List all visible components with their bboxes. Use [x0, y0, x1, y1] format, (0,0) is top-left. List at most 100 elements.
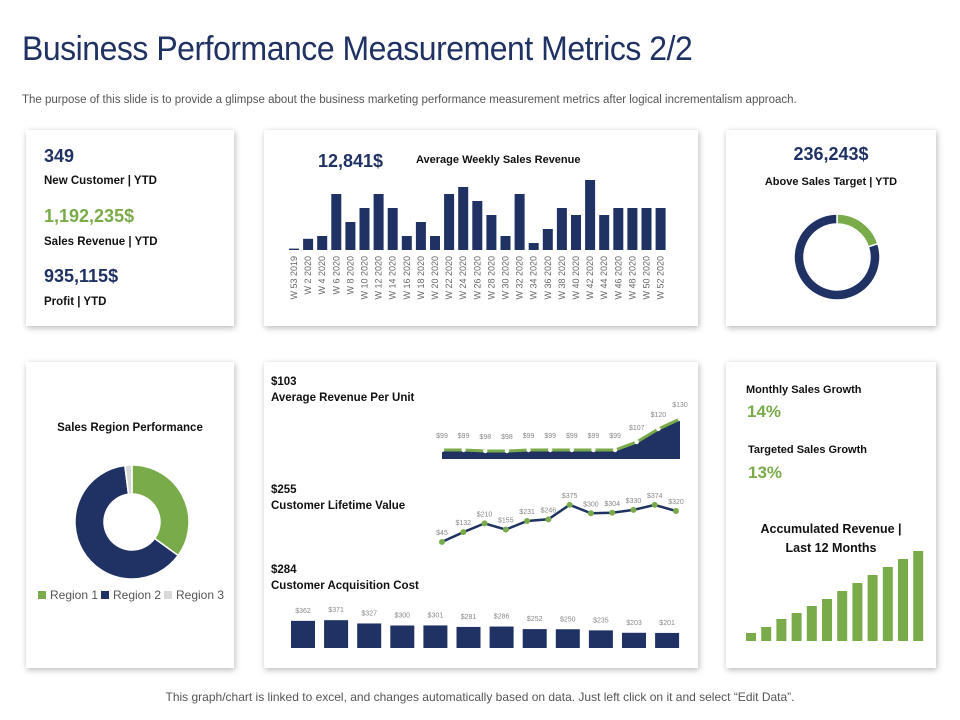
weekly-tick-label: W 26 2020: [472, 256, 482, 300]
cac-data-label: $362: [295, 608, 311, 615]
weekly-sales-chart: W 53 2019 W 2 2020 W 4 2020 W 6 2020 W 8 202…: [289, 180, 666, 300]
weekly-bar: [430, 236, 440, 250]
weekly-bar: [599, 215, 610, 250]
cac-bar: [622, 632, 646, 648]
weekly-tick-label: W 22 2020: [444, 256, 454, 300]
clv-data-label: $375: [562, 493, 578, 500]
arpu-data-label: $99: [609, 433, 621, 440]
arpu-data-label: $99: [566, 433, 578, 440]
weekly-bar: [289, 248, 299, 250]
clv-point: [587, 510, 594, 517]
target-slice-remaining: [793, 213, 881, 301]
unit-metrics-card: $103 Average Revenue Per Unit $255 Custo…: [264, 362, 698, 668]
weekly-tick-label: W 14 2020: [388, 256, 398, 300]
accum-bar: [791, 613, 802, 641]
weekly-bar: [528, 243, 539, 250]
arpu-data-label: $98: [479, 434, 491, 441]
clv-point: [502, 526, 509, 533]
cac-bar: [423, 625, 448, 648]
weekly-tick-label: W 53 2019: [289, 256, 299, 300]
weekly-tick-label: W 44 2020: [599, 256, 609, 300]
cac-bar: [291, 620, 315, 648]
weekly-tick-label: W 4 2020: [317, 256, 327, 295]
weekly-bar: [641, 208, 652, 250]
accum-bar: [882, 567, 893, 641]
weekly-sales-card: 12,841$ Average Weekly Sales Revenue W 5…: [264, 130, 698, 326]
cac-bar: [655, 632, 680, 648]
arpu-data-label: $107: [629, 425, 645, 432]
arpu-data-label: $99: [436, 433, 448, 440]
clv-data-label: $210: [477, 511, 493, 518]
region-slice-region-3: [124, 464, 133, 496]
region-slice-region-2: [74, 464, 180, 580]
region-legend-label: Region 1: [50, 588, 98, 602]
weekly-tick-label: W 24 2020: [458, 256, 468, 300]
weekly-bar: [472, 201, 483, 250]
weekly-sales-label: Average Weekly Sales Revenue: [416, 154, 581, 166]
accum-bar: [837, 591, 848, 641]
weekly-bar: [415, 222, 426, 250]
accum-bar: [898, 559, 908, 641]
new-customer-label: New Customer | YTD: [44, 175, 157, 187]
weekly-bar: [486, 215, 497, 250]
weekly-bar: [571, 215, 581, 250]
clv-label: Customer Lifetime Value: [271, 500, 406, 512]
cac-data-label: $235: [593, 617, 609, 624]
weekly-bar: [613, 208, 624, 250]
region-legend-label: Region 3: [176, 588, 224, 602]
weekly-bar: [444, 194, 455, 250]
weekly-bar: [627, 208, 638, 250]
arpu-point: [504, 448, 510, 454]
clv-data-label: $45: [436, 530, 448, 537]
sales-revenue-value: 1,192,235$: [44, 206, 135, 226]
clv-data-label: $155: [498, 518, 514, 525]
clv-data-label: $246: [541, 507, 557, 514]
arpu-data-label: $98: [501, 434, 513, 441]
accumulated-revenue-chart: [746, 551, 924, 641]
accum-bar: [822, 599, 832, 641]
clv-data-label: $330: [626, 498, 642, 505]
arpu-value: $103: [271, 376, 297, 388]
new-customer-value: 349: [44, 146, 75, 166]
weekly-bar: [514, 194, 525, 250]
weekly-tick-label: W 12 2020: [374, 256, 384, 300]
clv-data-label: $231: [519, 509, 535, 516]
weekly-tick-label: W 52 2020: [656, 256, 666, 300]
arpu-data-label: $120: [651, 412, 667, 419]
weekly-bar: [331, 194, 342, 250]
cac-bar: [555, 629, 580, 648]
arpu-point: [612, 447, 618, 453]
region-legend-swatch: [38, 591, 46, 599]
weekly-bar: [303, 238, 314, 250]
arpu-label: Average Revenue Per Unit: [271, 392, 415, 404]
cac-data-label: $203: [626, 620, 642, 627]
weekly-bar: [401, 236, 412, 250]
clv-data-label: $374: [647, 493, 663, 500]
cac-data-label: $201: [659, 620, 675, 627]
accum-bar: [913, 551, 924, 641]
weekly-bar: [585, 180, 596, 250]
weekly-tick-label: W 28 2020: [486, 256, 496, 300]
cac-bar: [324, 620, 349, 648]
cac-value: $284: [271, 564, 297, 576]
weekly-tick-label: W 10 2020: [360, 256, 370, 300]
sales-target-donut: [793, 213, 881, 301]
cac-data-label: $250: [560, 616, 576, 623]
weekly-bar: [317, 236, 328, 250]
arpu-point: [677, 416, 683, 422]
arpu-data-label: $99: [588, 433, 600, 440]
weekly-bar: [359, 208, 370, 250]
weekly-sales-value: 12,841$: [318, 151, 384, 171]
weekly-tick-label: W 32 2020: [515, 256, 525, 300]
sales-target-card: 236,243$ Above Sales Target | YTD: [726, 130, 936, 326]
clv-point: [609, 509, 616, 516]
target-slice-achieved: [836, 213, 879, 248]
sales-revenue-label: Sales Revenue | YTD: [44, 236, 158, 248]
region-legend-label: Region 2: [113, 588, 161, 602]
arpu-point: [461, 447, 466, 453]
arpu-point: [634, 439, 639, 445]
cac-data-label: $252: [527, 616, 543, 623]
region-legend-swatch: [101, 591, 109, 599]
arpu-point: [547, 447, 553, 453]
arpu-data-label: $99: [544, 433, 556, 440]
